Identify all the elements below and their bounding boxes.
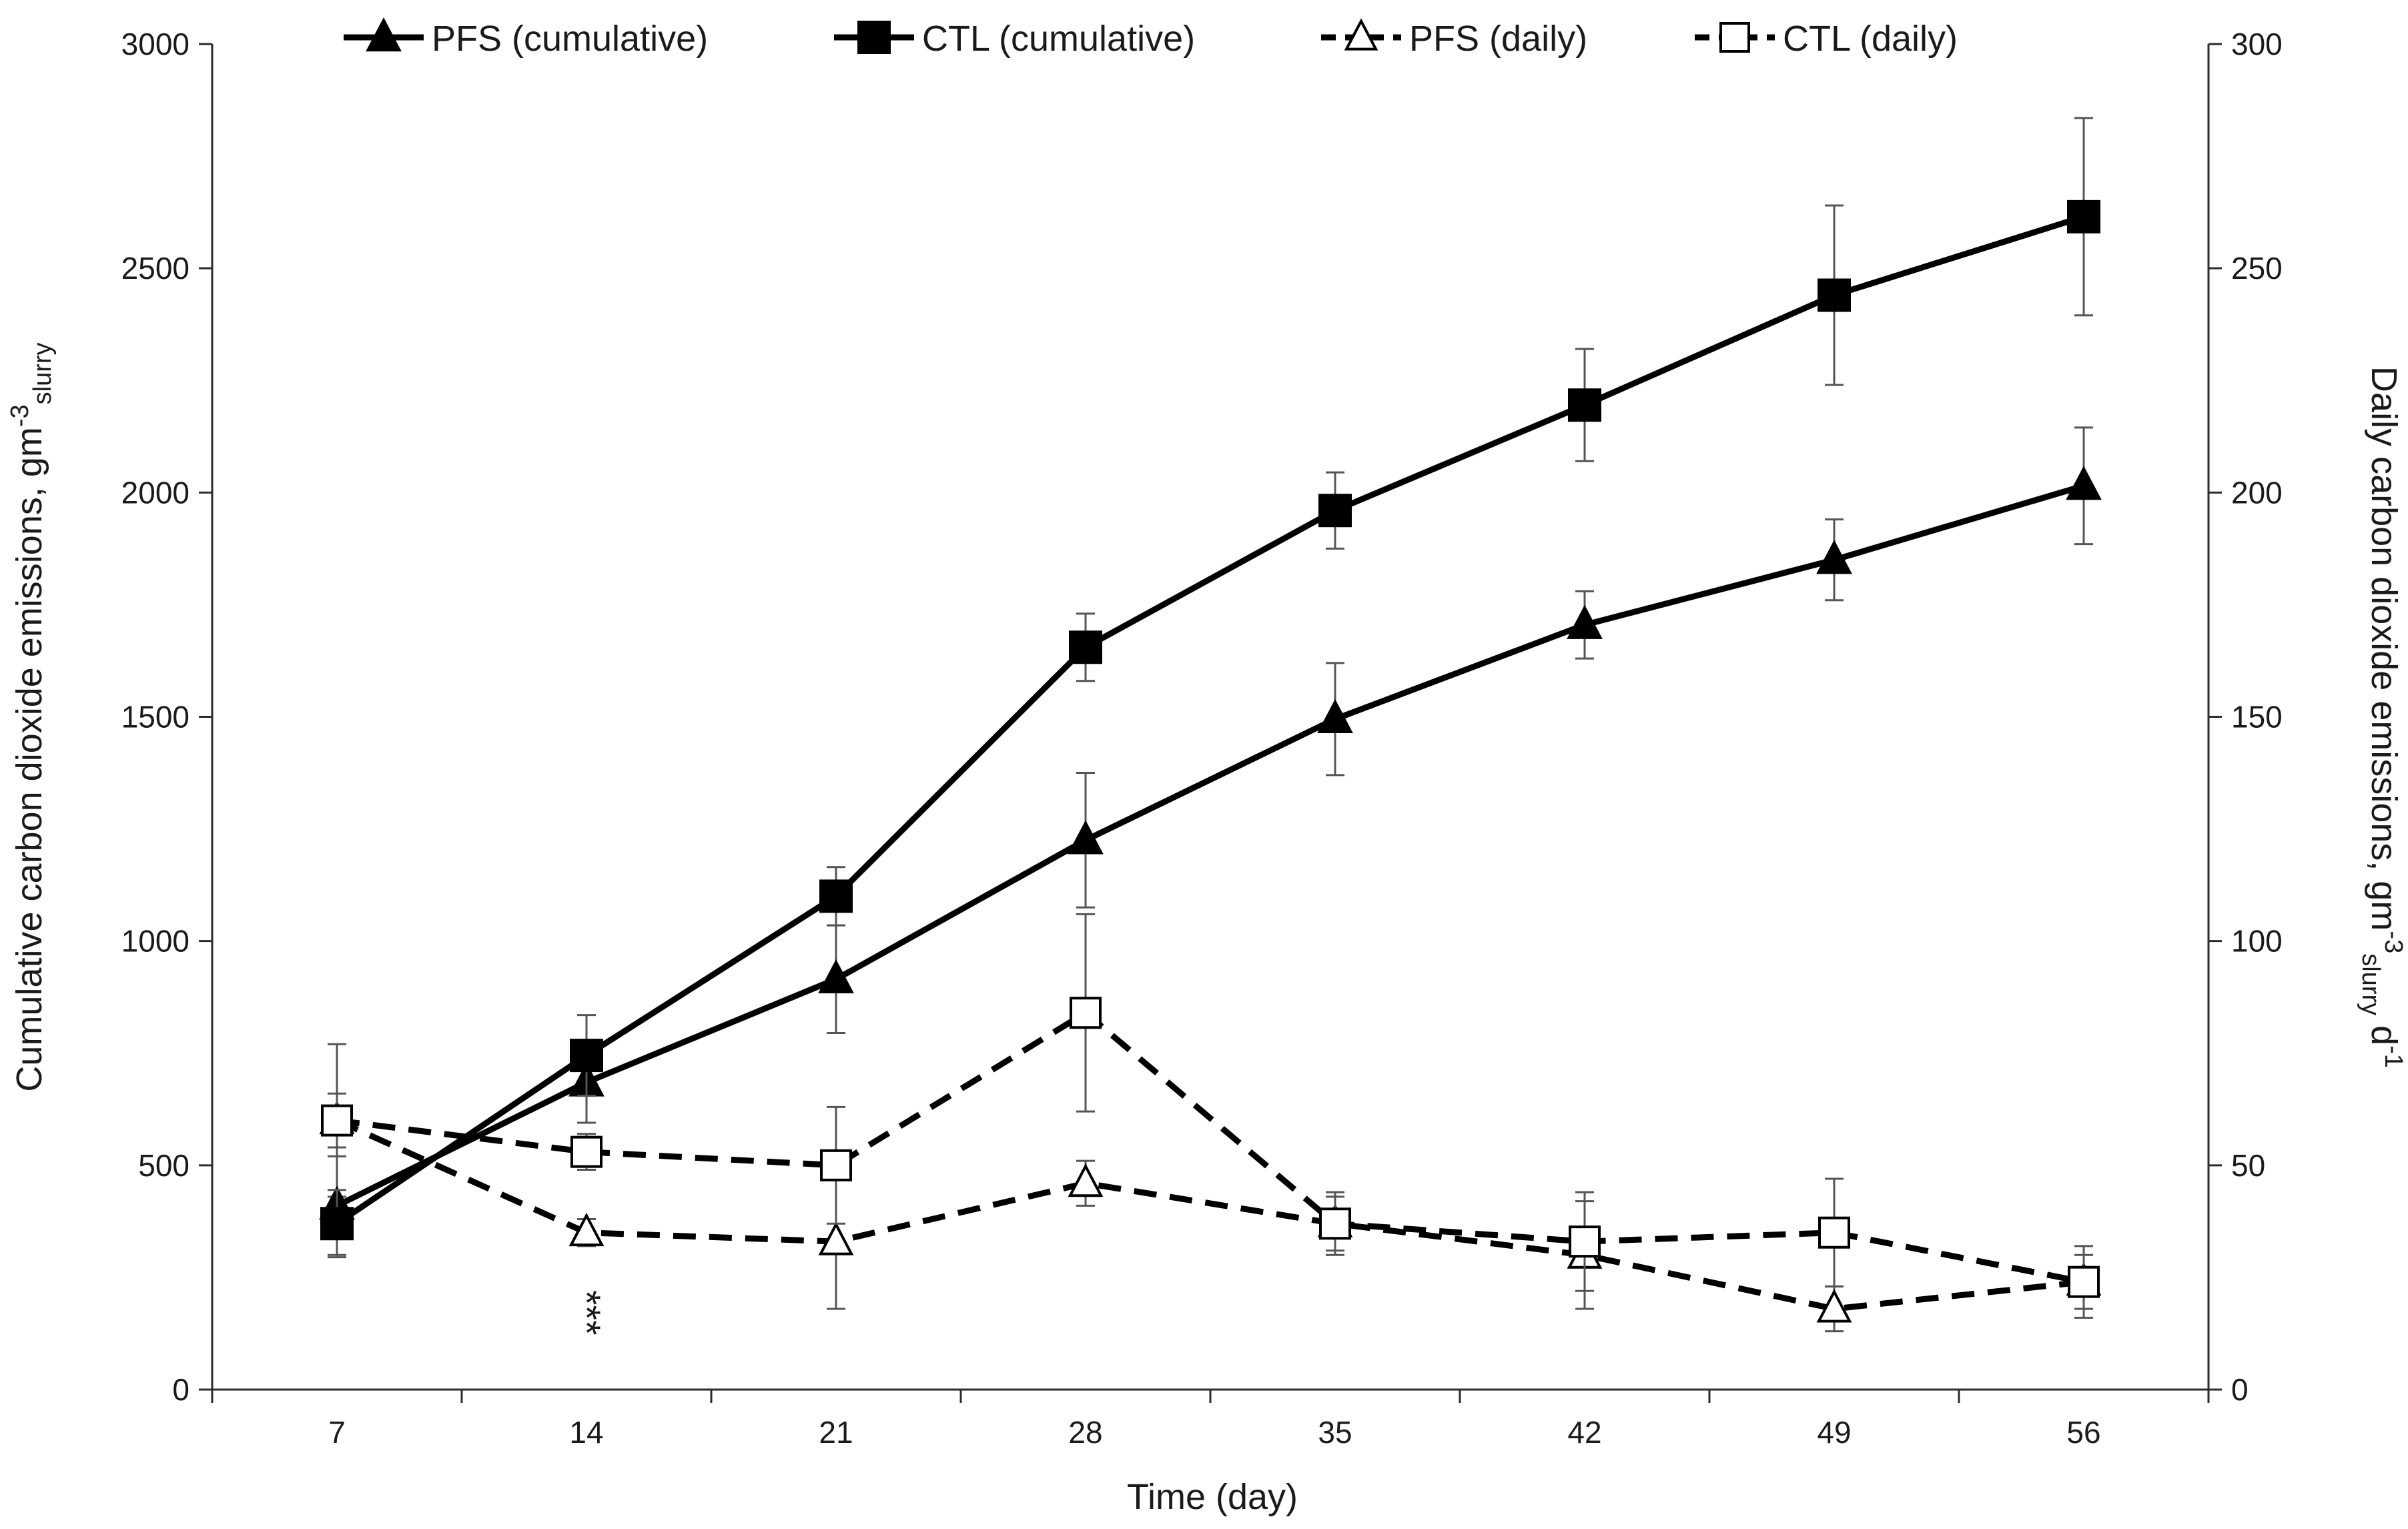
left-y-axis-title-main: Cumulative carbon dioxide emissions, gm	[9, 427, 49, 1091]
data-point	[568, 1212, 605, 1247]
legend-item: CTL (daily)	[1695, 19, 1958, 59]
series-line	[335, 213, 2085, 1226]
data-point	[820, 1149, 852, 1181]
data-point	[2066, 466, 2102, 500]
data-point	[1816, 1289, 1852, 1323]
left-y-tick-label: 500	[138, 1148, 189, 1183]
right-y-tick-label: 250	[2231, 251, 2283, 286]
data-point	[2068, 1265, 2100, 1298]
series-ctl-cumulative	[320, 117, 2100, 1259]
x-tick-label: 7	[328, 1415, 346, 1450]
series-ctl-daily	[321, 913, 2100, 1319]
left-y-tick-label: 2500	[121, 251, 189, 286]
right-y-axis-title-sup: -3	[2379, 931, 2407, 953]
x-tick-label: 56	[2066, 1415, 2100, 1450]
left-y-tick-label: 1500	[121, 700, 189, 734]
legend-marker	[366, 17, 402, 52]
legend-label: CTL (daily)	[1783, 19, 1958, 59]
legend-item: PFS (daily)	[1321, 18, 1587, 59]
axes: 0 500 1000 1500 2000 2500 3000 0 50 100 150 200 250 3…	[121, 27, 2283, 1450]
right-y-tick-label: 100	[2231, 924, 2283, 959]
right-y-tick-label: 0	[2231, 1372, 2249, 1407]
data-point	[1816, 540, 1852, 574]
data-point	[818, 959, 854, 993]
right-y-tick-label: 200	[2231, 475, 2283, 510]
data-point	[1068, 1163, 1104, 1197]
legend-label: CTL (cumulative)	[922, 19, 1195, 59]
left-y-tick-label: 0	[172, 1372, 189, 1407]
left-y-axis-title-sup: -3	[6, 404, 34, 427]
data-point	[2067, 199, 2100, 233]
data-point	[1319, 1207, 1351, 1240]
series-line	[336, 1009, 2084, 1286]
x-tick-label: 21	[819, 1415, 853, 1450]
series-line	[336, 1117, 2084, 1312]
legend-item: CTL (cumulative)	[834, 19, 1195, 59]
data-point	[1818, 278, 1851, 312]
legend-label: PFS (daily)	[1409, 19, 1587, 59]
legend-label: PFS (cumulative)	[432, 19, 708, 59]
significance-annotation: ***	[564, 1290, 608, 1336]
x-tick-label: 42	[1567, 1415, 1601, 1450]
right-y-axis-title-tail: d	[2364, 1015, 2404, 1045]
right-y-tick-label: 150	[2231, 700, 2283, 734]
legend-marker	[1719, 22, 1750, 53]
left-y-tick-label: 2000	[121, 475, 189, 510]
data-point	[1318, 494, 1352, 528]
x-tick-label: 14	[569, 1415, 603, 1450]
legend-marker	[857, 21, 891, 54]
right-y-axis-title-sub: slurry	[2357, 953, 2385, 1015]
right-y-axis-title-main: Daily carbon dioxide emissions, gm	[2364, 366, 2404, 931]
data-point	[570, 1039, 603, 1073]
series-line	[336, 482, 2085, 1209]
legend: PFS (cumulative) CTL (cumulative) PFS (dai…	[344, 17, 1958, 59]
right-y-axis-title: Daily carbon dioxide emissions, gm-3slur…	[2357, 366, 2407, 1068]
right-y-tick-label: 300	[2231, 27, 2283, 61]
x-tick-label: 49	[1817, 1415, 1851, 1450]
data-point	[1068, 820, 1104, 855]
data-point	[570, 1135, 603, 1168]
data-point	[1818, 1216, 1850, 1249]
data-point	[1568, 388, 1601, 422]
right-y-tick-label: 50	[2231, 1148, 2265, 1183]
legend-item: PFS (cumulative)	[344, 17, 708, 59]
data-point	[1317, 698, 1353, 734]
x-tick-label: 28	[1068, 1415, 1102, 1450]
series-layer	[319, 117, 2102, 1333]
data-point	[819, 879, 853, 913]
x-tick-label: 35	[1318, 1415, 1352, 1450]
data-point	[818, 1221, 854, 1255]
left-y-tick-label: 1000	[121, 924, 189, 959]
left-y-axis-title: Cumulative carbon dioxide emissions, gm-…	[6, 342, 57, 1091]
data-point	[1070, 997, 1102, 1029]
x-axis-title: Time (day)	[1127, 1477, 1298, 1517]
data-point	[321, 1104, 353, 1137]
right-y-axis-title-tail-sup: -1	[2379, 1045, 2407, 1068]
left-y-tick-label: 3000	[121, 27, 189, 61]
data-point	[1569, 1225, 1601, 1258]
data-point	[1069, 630, 1102, 664]
data-point	[1567, 604, 1603, 639]
left-y-axis-title-sub: slurry	[29, 342, 57, 404]
legend-marker	[1344, 18, 1378, 51]
data-point	[320, 1207, 354, 1241]
